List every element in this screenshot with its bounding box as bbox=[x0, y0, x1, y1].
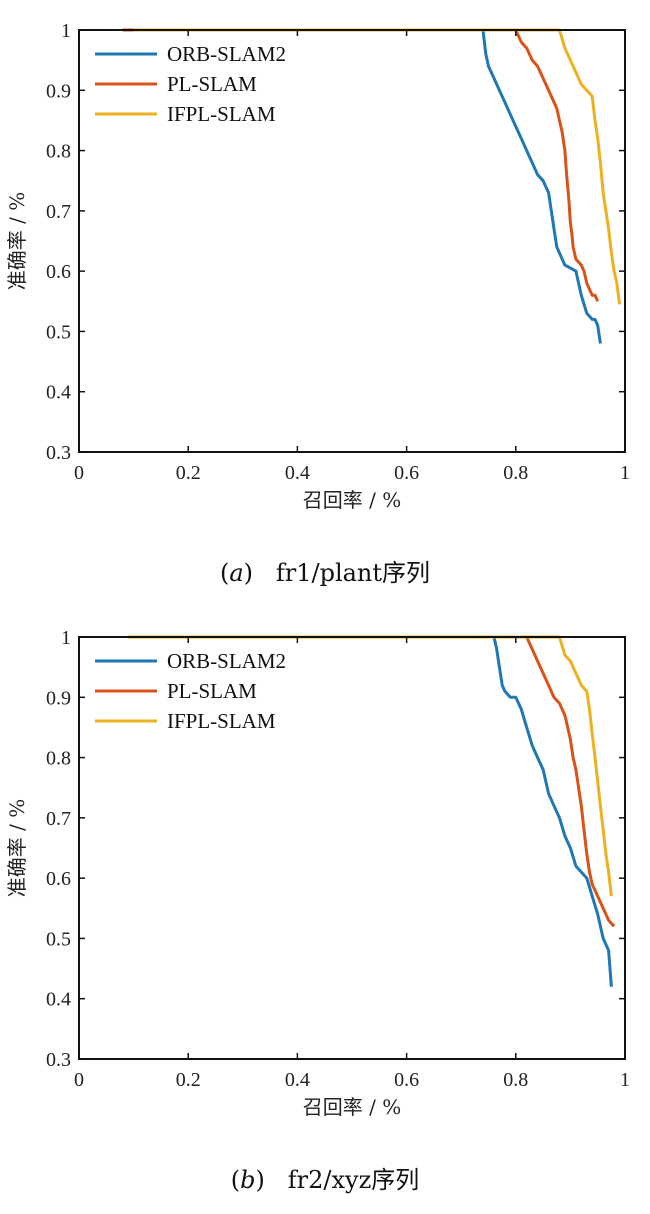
series-line-1 bbox=[128, 635, 616, 928]
y-tick-label: 0.6 bbox=[46, 261, 71, 283]
y-tick-label: 1 bbox=[61, 20, 71, 42]
legend-label-1: PL-SLAM bbox=[167, 72, 257, 96]
series-line-2 bbox=[128, 635, 613, 897]
figure-b: 0 0.2 0.4 0.6 0.8 1 1 0.9 0.8 0.7 0.6 0.5 0.4 0.3 召回率 … bbox=[0, 607, 650, 1214]
x-tick-label: 0.8 bbox=[503, 462, 528, 484]
x-tick-label: 0 bbox=[74, 1069, 84, 1091]
y-tick-label: 0.6 bbox=[46, 868, 71, 890]
plot-frame bbox=[78, 636, 626, 1060]
legend-label-0: ORB-SLAM2 bbox=[167, 42, 286, 66]
x-axis-label: 召回率 / % bbox=[303, 488, 401, 512]
x-tick-label: 0.4 bbox=[285, 462, 310, 484]
x-tick-label: 1 bbox=[620, 1069, 630, 1091]
x-tick-label: 0.2 bbox=[176, 462, 201, 484]
x-tick-label: 0.6 bbox=[394, 462, 419, 484]
chart-b: 0 0.2 0.4 0.6 0.8 1 1 0.9 0.8 0.7 0.6 0.5 0.4 0.3 召回率 … bbox=[5, 627, 630, 1119]
caption-a-letter: a bbox=[229, 559, 244, 587]
chart-a: 0 0.2 0.4 0.6 0.8 1 1 0.9 0.8 0.7 0.6 0.5 0.4 0.3 召回率 … bbox=[5, 20, 630, 512]
y-tick-label: 0.3 bbox=[46, 442, 71, 464]
x-tick-label: 0 bbox=[74, 462, 84, 484]
series-line-1 bbox=[122, 28, 600, 302]
y-tick-label: 0.5 bbox=[46, 321, 71, 343]
series-line-0 bbox=[122, 28, 602, 344]
series-line-2 bbox=[133, 28, 621, 305]
y-tick-label: 1 bbox=[61, 627, 71, 649]
figure-a: 0 0.2 0.4 0.6 0.8 1 1 0.9 0.8 0.7 0.6 0.5 0.4 0.3 召回率 … bbox=[0, 0, 650, 600]
y-tick-label: 0.8 bbox=[46, 141, 71, 163]
x-tick-label: 0.2 bbox=[176, 1069, 201, 1091]
y-axis-label: 准确率 / % bbox=[5, 192, 29, 290]
y-tick-label: 0.4 bbox=[46, 989, 71, 1011]
x-tick-label: 0.6 bbox=[394, 1069, 419, 1091]
y-tick-label: 0.7 bbox=[46, 808, 71, 830]
y-tick-label: 0.7 bbox=[46, 201, 71, 223]
y-axis-label: 准确率 / % bbox=[5, 799, 29, 897]
y-tick-label: 0.5 bbox=[46, 928, 71, 950]
legend-label-1: PL-SLAM bbox=[167, 679, 257, 703]
y-tick-label: 0.4 bbox=[46, 382, 71, 404]
y-tick-label: 0.9 bbox=[46, 687, 71, 709]
x-tick-label: 1 bbox=[620, 462, 630, 484]
caption-a: (a) fr1/plant序列 bbox=[219, 559, 431, 587]
caption-b-letter: b bbox=[240, 1166, 256, 1194]
y-tick-label: 0.9 bbox=[46, 80, 71, 102]
plot-frame bbox=[78, 29, 626, 453]
legend-label-2: IFPL-SLAM bbox=[167, 102, 276, 126]
series-line-0 bbox=[128, 635, 613, 987]
y-tick-label: 0.8 bbox=[46, 748, 71, 770]
legend-label-0: ORB-SLAM2 bbox=[167, 649, 286, 673]
caption-b-text: fr2/xyz序列 bbox=[287, 1166, 420, 1194]
caption-b: (b) fr2/xyz序列 bbox=[230, 1166, 420, 1194]
x-tick-label: 0.4 bbox=[285, 1069, 310, 1091]
caption-a-text: fr1/plant序列 bbox=[275, 559, 431, 587]
y-tick-label: 0.3 bbox=[46, 1049, 71, 1071]
x-tick-label: 0.8 bbox=[503, 1069, 528, 1091]
legend-label-2: IFPL-SLAM bbox=[167, 709, 276, 733]
x-axis-label: 召回率 / % bbox=[303, 1095, 401, 1119]
